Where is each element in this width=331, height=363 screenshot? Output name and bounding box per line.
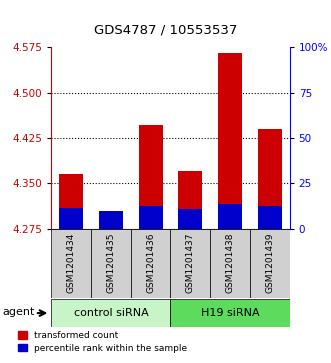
Text: GSM1201437: GSM1201437 (186, 233, 195, 293)
Bar (99, 211, 123, 229)
Bar (178, 171, 202, 229)
Bar (59, 208, 83, 229)
Bar (99, 217, 123, 229)
FancyBboxPatch shape (170, 299, 290, 327)
Bar (218, 204, 242, 229)
FancyBboxPatch shape (210, 229, 250, 298)
FancyBboxPatch shape (91, 229, 131, 298)
Text: GSM1201439: GSM1201439 (265, 233, 274, 293)
Bar (139, 206, 163, 229)
FancyBboxPatch shape (170, 229, 210, 298)
Bar (258, 129, 282, 229)
Bar (139, 125, 163, 229)
Legend: transformed count, percentile rank within the sample: transformed count, percentile rank withi… (18, 331, 187, 353)
Text: control siRNA: control siRNA (73, 308, 148, 318)
FancyBboxPatch shape (51, 299, 170, 327)
FancyBboxPatch shape (51, 229, 91, 298)
Text: GSM1201434: GSM1201434 (67, 233, 76, 293)
Text: GSM1201435: GSM1201435 (106, 233, 116, 293)
Text: agent: agent (3, 307, 35, 317)
Text: GDS4787 / 10553537: GDS4787 / 10553537 (94, 24, 237, 37)
Bar (59, 174, 83, 229)
Text: H19 siRNA: H19 siRNA (201, 308, 260, 318)
Bar (178, 209, 202, 229)
FancyBboxPatch shape (131, 229, 170, 298)
Text: GSM1201436: GSM1201436 (146, 233, 155, 293)
Text: GSM1201438: GSM1201438 (225, 233, 235, 293)
Bar (218, 53, 242, 229)
Bar (258, 206, 282, 229)
FancyBboxPatch shape (250, 229, 290, 298)
